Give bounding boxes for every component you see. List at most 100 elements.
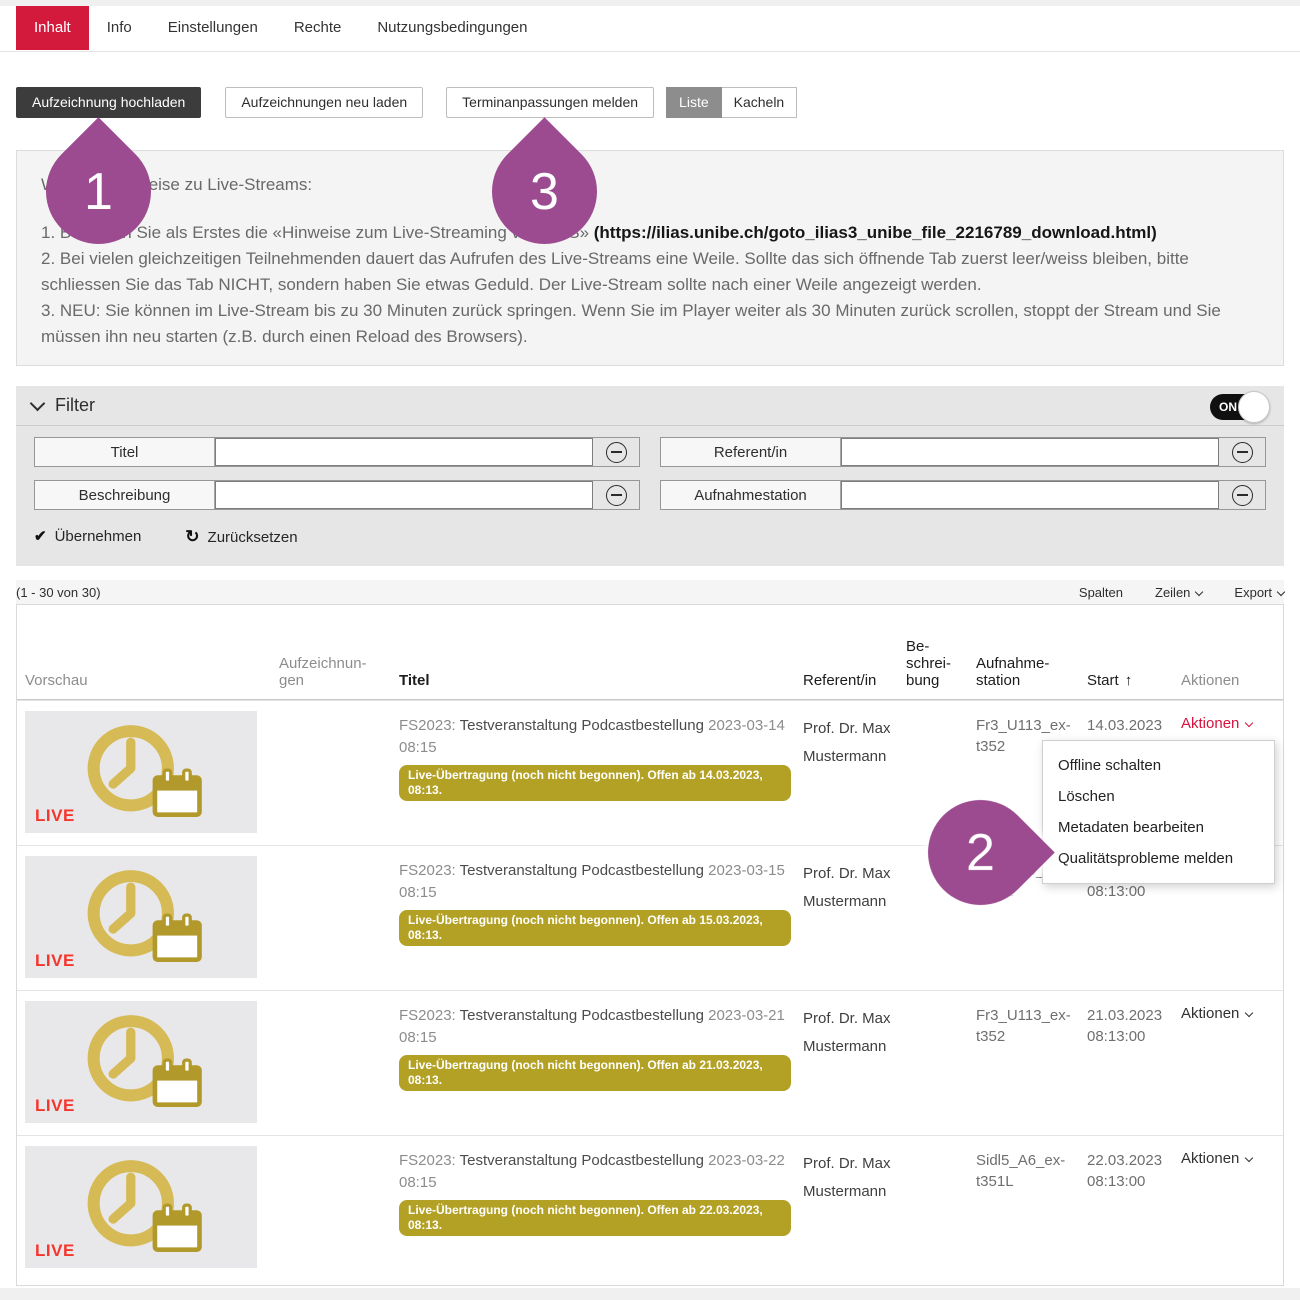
livestream-status-badge: Live-Übertragung (noch nicht begonnen). … bbox=[399, 910, 791, 946]
filter-collapse-chevron-icon[interactable] bbox=[29, 395, 46, 412]
filter-on-toggle[interactable]: ON bbox=[1210, 391, 1270, 423]
livestream-notice-box: Wichtige Hinweise zu Live-Streams: 1. Be… bbox=[16, 150, 1284, 366]
referent-cell: Prof. Dr. Max Mustermann bbox=[803, 865, 891, 910]
clock-calendar-icon bbox=[87, 1015, 202, 1108]
filter-remove-aufnahmestation[interactable] bbox=[1219, 481, 1265, 509]
menu-item-qualitaetsprobleme-melden[interactable]: Qualitätsprobleme melden bbox=[1058, 850, 1234, 867]
tab-inhalt[interactable]: Inhalt bbox=[16, 6, 89, 50]
table-row: LIVE FS2023: Testveranstaltung Podcastbe… bbox=[17, 845, 1283, 990]
filter-apply-button[interactable]: ✔ Übernehmen bbox=[34, 528, 142, 545]
table-row: LIVE FS2023: Testveranstaltung Podcastbe… bbox=[17, 700, 1283, 845]
filter-field-referent: Referent/in bbox=[660, 437, 1266, 467]
toggle-knob bbox=[1238, 391, 1270, 423]
upload-recording-button[interactable]: Aufzeichnung hochladen bbox=[16, 86, 202, 118]
menu-item-loeschen[interactable]: Löschen bbox=[1058, 788, 1115, 805]
window-top-edge bbox=[0, 0, 1300, 6]
notice-line-1: 1. Beachten Sie als Erstes die «Hinweise… bbox=[41, 223, 1157, 242]
station-cell: Fr3_U113_ex-t352 bbox=[976, 1007, 1071, 1045]
export-control[interactable]: Export bbox=[1234, 585, 1286, 600]
tab-bar: Inhalt Info Einstellungen Rechte Nutzung… bbox=[0, 6, 1300, 52]
header-vorschau: Vorschau bbox=[25, 672, 88, 689]
filter-input-titel[interactable] bbox=[215, 438, 593, 466]
toolbar: Aufzeichnung hochladen Aufzeichnungen ne… bbox=[16, 86, 1284, 118]
report-schedule-changes-button[interactable]: Terminanpassungen melden bbox=[446, 86, 655, 118]
notice-heading: Wichtige Hinweise zu Live-Streams: bbox=[41, 175, 313, 194]
tab-nutzungsbedingungen[interactable]: Nutzungsbedingungen bbox=[377, 19, 528, 36]
start-cell: 22.03.2023 08:13:00 bbox=[1087, 1152, 1163, 1190]
recording-title: FS2023: Testveranstaltung Podcastbestell… bbox=[399, 717, 785, 756]
live-badge: LIVE bbox=[35, 1096, 75, 1115]
livestream-status-badge: Live-Übertragung (noch nicht begonnen). … bbox=[399, 765, 791, 801]
chevron-down-icon bbox=[1195, 587, 1204, 596]
beschreibung-cell bbox=[906, 1136, 976, 1280]
view-switch: Liste Kacheln bbox=[666, 86, 798, 118]
minus-circle-icon bbox=[605, 441, 627, 463]
check-icon: ✔ bbox=[34, 528, 47, 545]
recordings-cell bbox=[279, 701, 399, 845]
header-aufzeichnungen: Aufzeichnun- gen bbox=[279, 655, 367, 689]
sort-ascending-icon: ↑ bbox=[1124, 672, 1133, 689]
aktionen-menu: Offline schalten Löschen Metadaten bearb… bbox=[1042, 740, 1275, 884]
filter-field-beschreibung: Beschreibung bbox=[34, 480, 640, 510]
list-meta-row: (1 - 30 von 30) Spalten Zeilen Export bbox=[16, 580, 1286, 604]
recordings-table: Vorschau Aufzeichnun- gen Titel Referent… bbox=[16, 604, 1284, 1286]
reload-recordings-button[interactable]: Aufzeichnungen neu laden bbox=[225, 86, 424, 118]
tab-einstellungen[interactable]: Einstellungen bbox=[167, 19, 258, 36]
tab-info[interactable]: Info bbox=[106, 19, 132, 36]
chevron-down-icon bbox=[1245, 718, 1254, 728]
result-count: (1 - 30 von 30) bbox=[16, 584, 101, 600]
filter-field-titel: Titel bbox=[34, 437, 640, 467]
header-referent: Referent/in bbox=[803, 672, 877, 689]
header-start-sort[interactable]: Start ↑ bbox=[1087, 672, 1133, 689]
table-row: LIVE FS2023: Testveranstaltung Podcastbe… bbox=[17, 1135, 1283, 1280]
filter-remove-titel[interactable] bbox=[593, 438, 639, 466]
chevron-down-icon bbox=[1245, 1153, 1254, 1163]
columns-control[interactable]: Spalten bbox=[1078, 584, 1123, 600]
referent-cell: Prof. Dr. Max Mustermann bbox=[803, 720, 891, 765]
filter-title: Filter bbox=[55, 395, 95, 415]
view-tiles-button[interactable]: Kacheln bbox=[721, 86, 798, 118]
filter-input-aufnahmestation[interactable] bbox=[841, 481, 1219, 509]
annotation-balloon-1: 1 bbox=[24, 117, 173, 266]
chevron-down-icon bbox=[1276, 587, 1286, 596]
filter-reset-button[interactable]: ↻ Zurücksetzen bbox=[185, 527, 298, 546]
toggle-on-label: ON bbox=[1219, 400, 1237, 414]
minus-circle-icon bbox=[1231, 441, 1253, 463]
preview-thumbnail[interactable]: LIVE bbox=[25, 856, 257, 978]
header-aktionen: Aktionen bbox=[1181, 672, 1240, 689]
view-list-button[interactable]: Liste bbox=[666, 86, 722, 118]
filter-input-beschreibung[interactable] bbox=[215, 481, 593, 509]
notice-download-link: (https://ilias.unibe.ch/goto_ilias3_unib… bbox=[593, 223, 1157, 242]
filter-panel: Filter ON Titel Referent/in Beschreibung… bbox=[16, 386, 1284, 566]
beschreibung-cell bbox=[906, 991, 976, 1135]
live-badge: LIVE bbox=[35, 806, 75, 825]
menu-item-offline-schalten[interactable]: Offline schalten bbox=[1058, 757, 1162, 774]
filter-remove-referent[interactable] bbox=[1219, 438, 1265, 466]
header-aufnahmestation: Aufnahme- station bbox=[976, 655, 1050, 689]
chevron-down-icon bbox=[1245, 1008, 1254, 1018]
header-titel: Titel bbox=[399, 672, 430, 689]
table-header-row: Vorschau Aufzeichnun- gen Titel Referent… bbox=[17, 605, 1283, 700]
clock-calendar-icon bbox=[87, 1160, 202, 1253]
clock-calendar-icon bbox=[87, 870, 202, 963]
aktionen-dropdown[interactable]: Aktionen bbox=[1181, 715, 1254, 732]
preview-thumbnail[interactable]: LIVE bbox=[25, 711, 257, 833]
rows-control[interactable]: Zeilen bbox=[1155, 585, 1204, 600]
aktionen-dropdown[interactable]: Aktionen bbox=[1181, 1150, 1254, 1167]
recording-title: FS2023: Testveranstaltung Podcastbestell… bbox=[399, 1152, 785, 1191]
aktionen-dropdown[interactable]: Aktionen bbox=[1181, 1005, 1254, 1022]
minus-circle-icon bbox=[605, 484, 627, 506]
minus-circle-icon bbox=[1231, 484, 1253, 506]
tab-rechte[interactable]: Rechte bbox=[293, 19, 342, 36]
station-cell: Sidl5_A6_ex-t351L bbox=[976, 1152, 1066, 1190]
filter-remove-beschreibung[interactable] bbox=[593, 481, 639, 509]
preview-thumbnail[interactable]: LIVE bbox=[25, 1001, 257, 1123]
livestream-status-badge: Live-Übertragung (noch nicht begonnen). … bbox=[399, 1200, 791, 1236]
notice-line-3: 3. NEU: Sie können im Live-Stream bis zu… bbox=[41, 301, 1221, 346]
preview-thumbnail[interactable]: LIVE bbox=[25, 1146, 257, 1268]
referent-cell: Prof. Dr. Max Mustermann bbox=[803, 1010, 891, 1055]
menu-item-metadaten-bearbeiten[interactable]: Metadaten bearbeiten bbox=[1058, 819, 1204, 836]
live-badge: LIVE bbox=[35, 1241, 75, 1260]
filter-field-aufnahmestation: Aufnahmestation bbox=[660, 480, 1266, 510]
filter-input-referent[interactable] bbox=[841, 438, 1219, 466]
